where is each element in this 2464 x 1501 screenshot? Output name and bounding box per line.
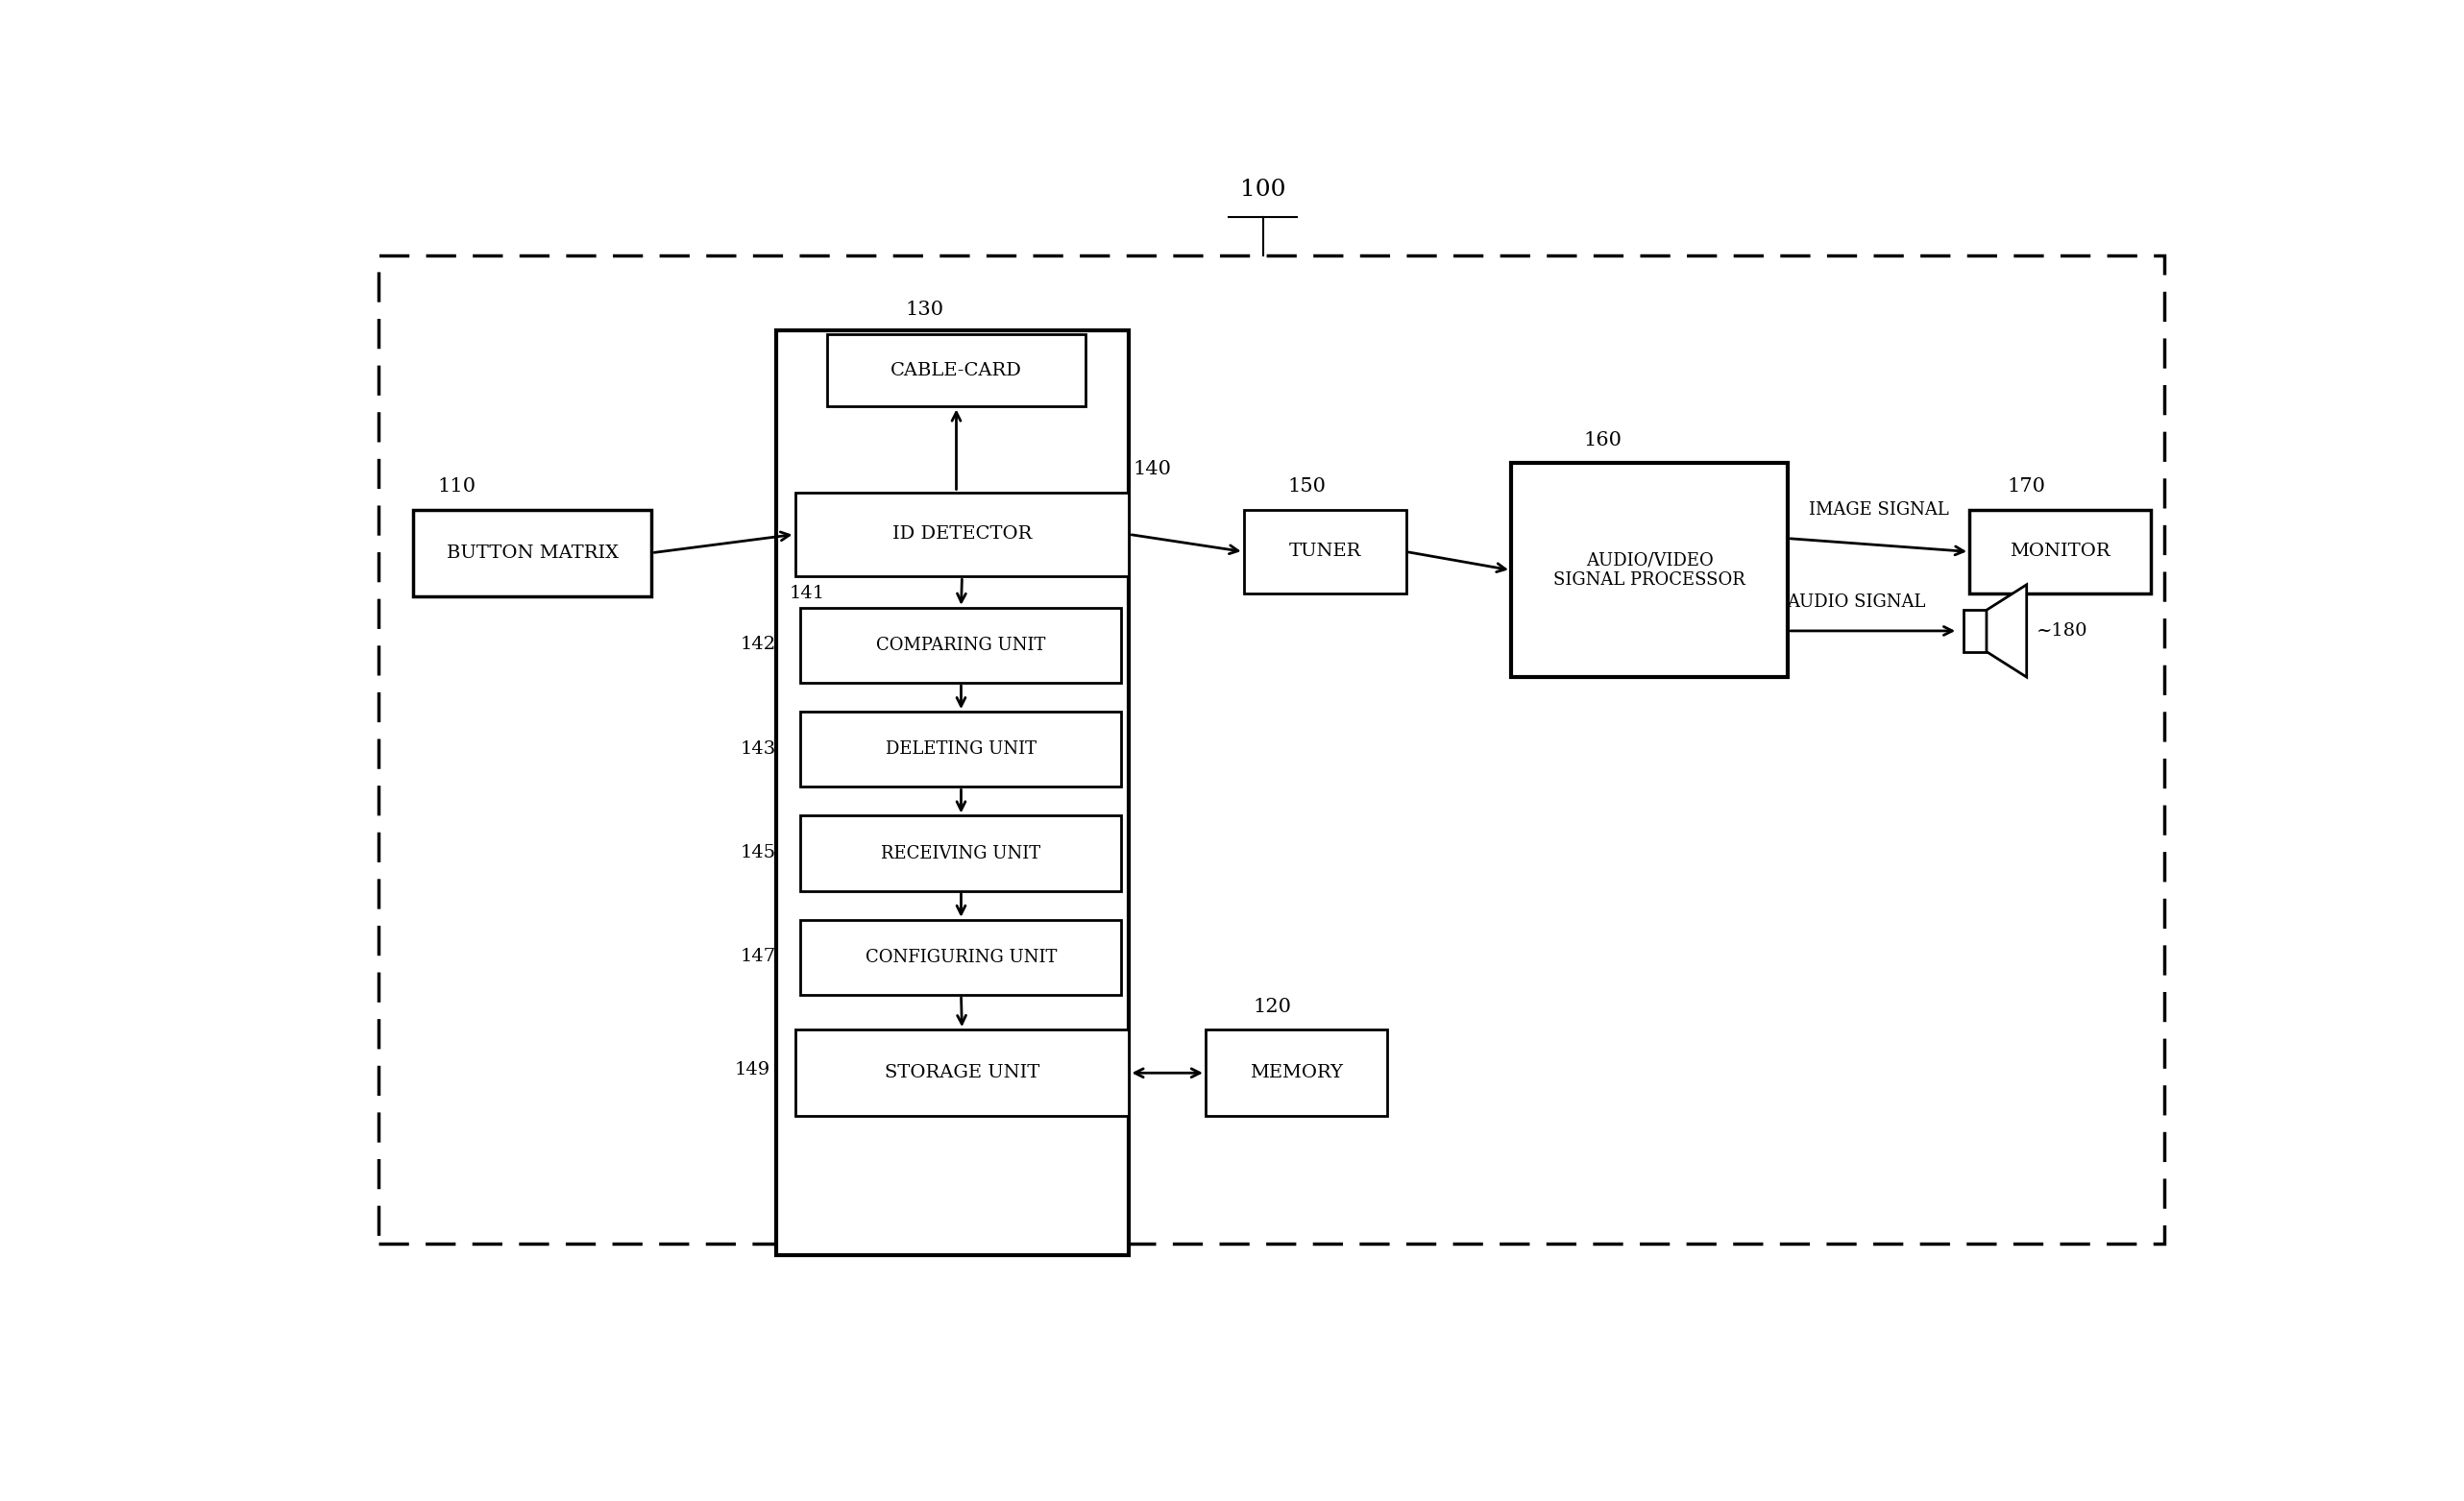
Text: 150: 150 [1289,477,1326,495]
Text: COMPARING UNIT: COMPARING UNIT [877,636,1045,654]
Text: ID DETECTOR: ID DETECTOR [892,525,1032,543]
Text: BUTTON MATRIX: BUTTON MATRIX [446,545,618,561]
Text: 130: 130 [907,300,944,318]
Text: MONITOR: MONITOR [2011,543,2109,560]
Bar [796,1030,1129,1117]
Bar [801,817,1121,892]
Text: 149: 149 [734,1061,771,1079]
Text: 110: 110 [439,477,476,495]
Bar [1244,509,1407,594]
Text: 120: 120 [1254,997,1291,1016]
Text: STORAGE UNIT: STORAGE UNIT [885,1064,1040,1082]
Text: DELETING UNIT: DELETING UNIT [885,740,1037,758]
Text: CONFIGURING UNIT: CONFIGURING UNIT [865,949,1057,967]
Text: TUNER: TUNER [1289,543,1360,560]
Bar [801,711,1121,787]
Bar [776,330,1129,1255]
Bar [801,920,1121,995]
Bar [1510,464,1789,677]
Bar [379,255,2163,1243]
Text: RECEIVING UNIT: RECEIVING UNIT [882,845,1040,862]
Bar [796,492,1129,576]
Bar [801,608,1121,683]
Text: AUDIO/VIDEO
SIGNAL PROCESSOR: AUDIO/VIDEO SIGNAL PROCESSOR [1552,551,1745,588]
Text: 140: 140 [1133,459,1170,479]
Text: 160: 160 [1584,431,1621,449]
Text: CABLE-CARD: CABLE-CARD [890,362,1023,378]
Text: ~180: ~180 [2035,623,2087,639]
Text: 170: 170 [2008,477,2045,495]
Polygon shape [1986,585,2025,677]
Bar [1969,509,2151,594]
Bar [1205,1030,1387,1117]
Text: 143: 143 [739,740,776,758]
Text: IMAGE SIGNAL: IMAGE SIGNAL [1809,501,1949,518]
Bar [828,333,1084,407]
Text: AUDIO SIGNAL: AUDIO SIGNAL [1786,593,1927,611]
Text: 100: 100 [1239,179,1286,201]
Text: MEMORY: MEMORY [1249,1064,1343,1082]
Text: 141: 141 [788,585,825,602]
Bar [414,509,650,596]
Polygon shape [1964,609,1986,651]
Text: 147: 147 [739,949,776,965]
Text: 145: 145 [739,844,776,862]
Text: 142: 142 [739,636,776,653]
